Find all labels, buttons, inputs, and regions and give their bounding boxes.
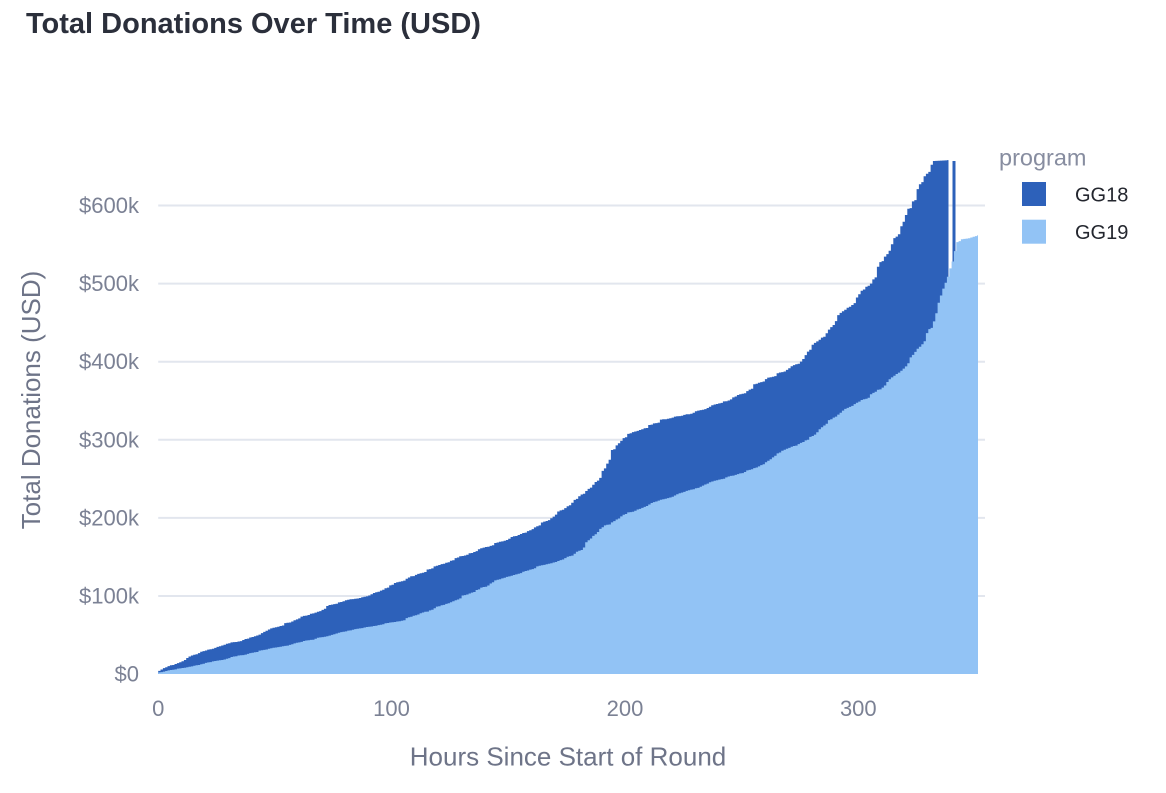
svg-text:Total Donations Over Time (USD: Total Donations Over Time (USD)	[26, 8, 481, 40]
svg-text:$500k: $500k	[79, 271, 140, 296]
svg-text:$400k: $400k	[79, 349, 140, 374]
svg-text:GG18: GG18	[1075, 184, 1128, 206]
svg-text:$200k: $200k	[79, 505, 140, 530]
svg-text:$100k: $100k	[79, 584, 140, 609]
svg-text:Total Donations (USD): Total Donations (USD)	[16, 271, 46, 530]
svg-text:Hours Since Start of Round: Hours Since Start of Round	[410, 742, 727, 772]
svg-text:300: 300	[840, 696, 877, 721]
svg-text:program: program	[999, 145, 1087, 171]
svg-text:100: 100	[373, 696, 410, 721]
svg-text:GG19: GG19	[1075, 222, 1128, 244]
svg-text:200: 200	[607, 696, 644, 721]
svg-text:0: 0	[152, 696, 164, 721]
svg-text:$300k: $300k	[79, 427, 140, 452]
svg-text:$0: $0	[115, 662, 139, 687]
svg-text:$600k: $600k	[79, 193, 140, 218]
